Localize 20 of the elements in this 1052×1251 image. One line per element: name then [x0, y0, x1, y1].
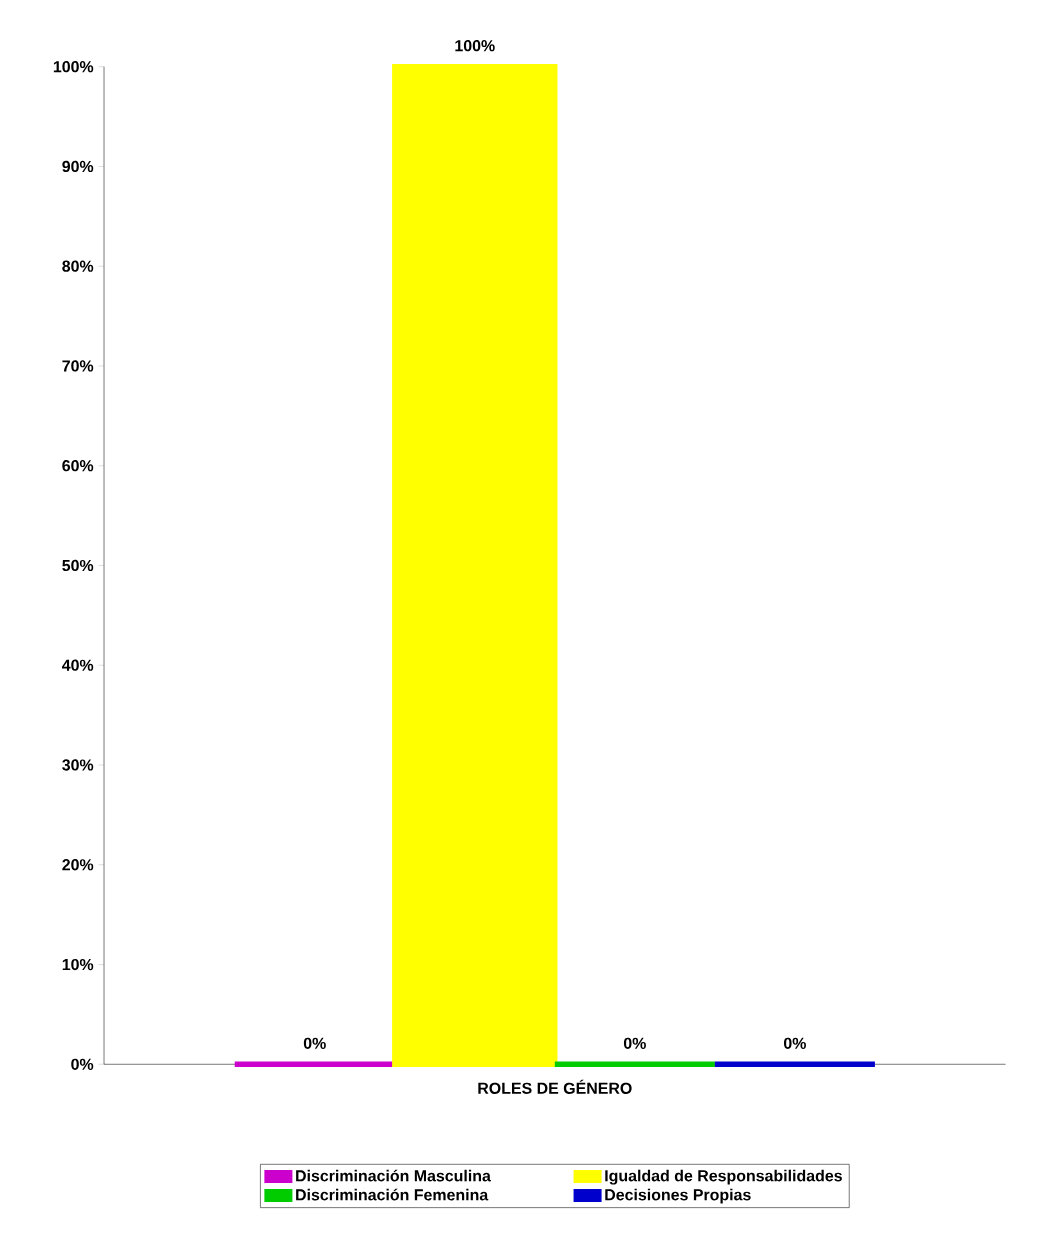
y-tick-label: 30%: [62, 759, 94, 771]
data-label: 0%: [623, 1037, 646, 1049]
y-tick-label: 50%: [62, 559, 94, 572]
y-tick-label: 80%: [62, 260, 94, 272]
x-axis-title: ROLES DE GÉNERO: [478, 1079, 632, 1094]
legend-label: Decisiones Propias: [605, 1188, 751, 1204]
legend-label: Discriminación Masculina: [296, 1169, 491, 1182]
y-tick-label: 90%: [62, 160, 94, 173]
data-label: 0%: [303, 1037, 326, 1049]
y-tick-label: 0%: [71, 1058, 94, 1070]
y-tick-label: 10%: [62, 958, 94, 971]
y-tick-label: 100%: [53, 61, 94, 73]
data-label: 100%: [455, 40, 495, 52]
y-tick-label: 60%: [62, 460, 94, 472]
data-label: 0%: [783, 1037, 806, 1049]
legend-label: Igualdad de Responsabilidades: [605, 1169, 842, 1185]
y-tick-label: 70%: [62, 360, 94, 372]
y-tick-label: 40%: [61, 659, 94, 671]
y-tick-label: 20%: [62, 859, 94, 871]
legend-label: Discriminación Femenina: [296, 1188, 489, 1201]
